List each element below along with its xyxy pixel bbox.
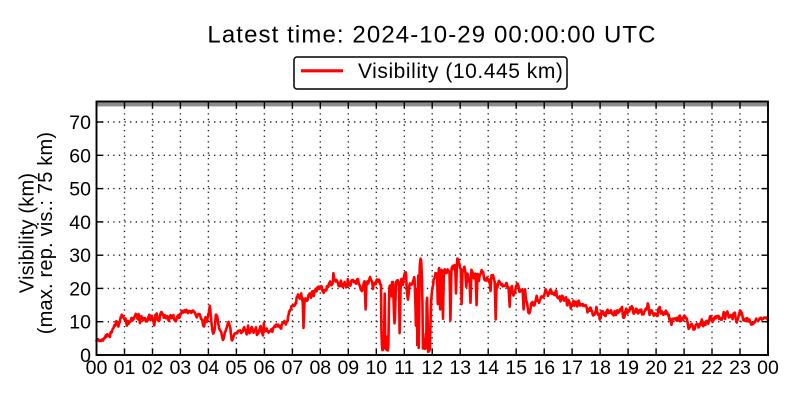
svg-text:20: 20 [69, 278, 91, 300]
svg-text:03: 03 [170, 357, 192, 379]
svg-text:10: 10 [365, 357, 387, 379]
svg-text:14: 14 [477, 357, 499, 379]
svg-text:05: 05 [226, 357, 248, 379]
svg-text:01: 01 [114, 357, 136, 379]
svg-text:12: 12 [421, 357, 443, 379]
svg-text:Latest time: 2024-10-29 00:00:: Latest time: 2024-10-29 00:00:00 UTC [207, 21, 656, 48]
svg-text:15: 15 [505, 357, 527, 379]
svg-text:17: 17 [561, 357, 583, 379]
svg-text:04: 04 [198, 357, 220, 379]
svg-text:07: 07 [282, 357, 304, 379]
svg-text:21: 21 [673, 357, 695, 379]
svg-text:10: 10 [69, 312, 91, 334]
svg-text:Visibility (10.445 km): Visibility (10.445 km) [358, 60, 563, 83]
svg-text:08: 08 [309, 357, 331, 379]
svg-text:20: 20 [645, 357, 667, 379]
svg-text:02: 02 [142, 357, 164, 379]
svg-text:19: 19 [617, 357, 639, 379]
svg-text:60: 60 [69, 145, 91, 167]
svg-text:22: 22 [701, 357, 723, 379]
svg-text:Visibility (km): Visibility (km) [17, 173, 39, 293]
svg-text:06: 06 [254, 357, 276, 379]
svg-text:00: 00 [86, 357, 108, 379]
svg-text:16: 16 [533, 357, 555, 379]
svg-text:70: 70 [69, 112, 91, 134]
svg-text:13: 13 [449, 357, 471, 379]
svg-text:(max. rep. vis.: 75 km): (max. rep. vis.: 75 km) [35, 132, 57, 334]
svg-text:40: 40 [69, 212, 91, 234]
svg-text:18: 18 [589, 357, 611, 379]
svg-text:0: 0 [80, 345, 91, 367]
svg-text:50: 50 [69, 179, 91, 201]
svg-text:23: 23 [729, 357, 751, 379]
svg-text:30: 30 [69, 245, 91, 267]
svg-text:00: 00 [757, 357, 779, 379]
svg-text:09: 09 [337, 357, 359, 379]
svg-text:11: 11 [394, 357, 414, 379]
